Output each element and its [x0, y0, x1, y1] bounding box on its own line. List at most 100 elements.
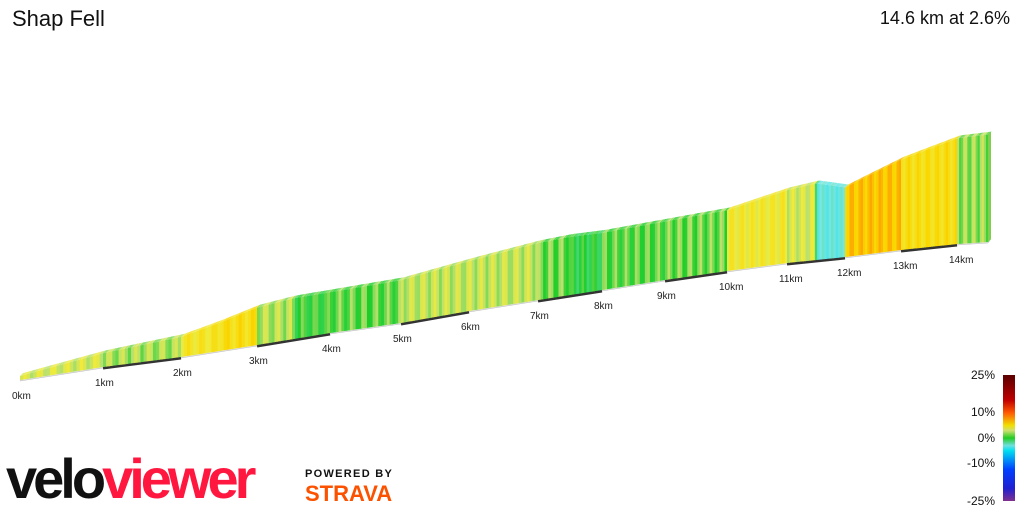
- veloviewer-logo: veloviewer: [6, 447, 256, 510]
- profile-top-surface: [223, 316, 231, 322]
- profile-top-surface: [292, 295, 299, 299]
- profile-slice: [772, 194, 776, 265]
- profile-top-surface: [521, 243, 528, 248]
- profile-slice: [538, 242, 542, 300]
- profile-slice: [232, 316, 237, 349]
- km-tick-label: 0km: [12, 391, 31, 402]
- profile-top-surface: [581, 232, 588, 236]
- profile-top-surface: [439, 265, 446, 270]
- profile-top-surface: [253, 304, 261, 309]
- profile-slice: [66, 362, 71, 373]
- profile-slice: [46, 367, 51, 376]
- profile-top-surface: [959, 134, 965, 139]
- profile-top-surface: [444, 264, 451, 268]
- profile-slice: [573, 236, 577, 295]
- profile-top-surface: [694, 212, 701, 217]
- profile-slice: [950, 140, 954, 245]
- profile-slice: [624, 228, 628, 287]
- profile-top-surface: [558, 235, 565, 240]
- km-tick-label: 3km: [249, 356, 268, 367]
- profile-slice: [707, 213, 711, 274]
- profile-top-surface: [826, 181, 833, 186]
- profile-top-surface: [422, 270, 430, 275]
- profile-slice: [967, 136, 970, 244]
- profile-top-surface: [211, 321, 219, 326]
- profile-slice: [817, 183, 821, 260]
- profile-top-surface: [59, 361, 67, 366]
- profile-slice: [672, 219, 676, 279]
- profile-top-surface: [250, 305, 258, 311]
- profile-slice: [347, 288, 351, 331]
- profile-slice: [409, 277, 413, 322]
- profile-slice: [112, 350, 117, 366]
- profile-top-surface: [488, 252, 495, 257]
- profile-slice: [372, 284, 377, 327]
- profile-slice: [981, 135, 985, 243]
- profile-top-surface: [466, 258, 473, 262]
- profile-slice: [96, 354, 101, 369]
- profile-slice: [965, 137, 968, 244]
- profile-slice: [576, 235, 580, 294]
- profile-top-surface: [268, 300, 276, 305]
- profile-slice: [684, 217, 688, 278]
- profile-top-surface: [146, 340, 154, 345]
- profile-top-surface: [220, 318, 228, 323]
- profile-slice: [229, 317, 234, 350]
- profile-slice: [482, 256, 487, 309]
- profile-slice: [826, 184, 830, 259]
- km-tick-label: 12km: [837, 268, 861, 279]
- profile-top-surface: [115, 346, 123, 351]
- profile-top-surface: [833, 182, 840, 187]
- profile-top-surface: [430, 268, 438, 272]
- profile-top-surface: [687, 214, 694, 218]
- profile-top-surface: [667, 217, 674, 222]
- profile-top-surface: [271, 300, 279, 304]
- profile-slice: [375, 284, 379, 327]
- profile-slice: [687, 217, 691, 277]
- profile-slice: [699, 214, 703, 275]
- km-tick-label: 10km: [719, 282, 743, 293]
- profile-slice: [420, 274, 424, 320]
- profile-top-surface: [86, 353, 94, 358]
- profile-top-surface: [262, 302, 270, 307]
- profile-top-surface: [639, 222, 646, 227]
- profile-top-surface: [702, 211, 709, 215]
- profile-slice: [417, 274, 421, 321]
- profile-slice: [909, 155, 913, 250]
- profile-slice: [632, 226, 636, 286]
- profile-slice: [143, 344, 148, 362]
- profile-slice: [330, 291, 334, 333]
- profile-top-surface: [283, 297, 290, 301]
- profile-top-surface: [724, 207, 731, 211]
- profile-slice: [414, 275, 418, 321]
- profile-top-surface: [344, 286, 351, 290]
- km-tick-label: 7km: [530, 311, 549, 322]
- profile-slice: [694, 215, 698, 276]
- profile-top-surface: [712, 209, 719, 214]
- profile-slice: [127, 347, 132, 364]
- km-tick-label: 6km: [461, 322, 480, 333]
- profile-top-surface: [543, 238, 550, 243]
- profile-top-surface: [69, 358, 77, 363]
- profile-top-surface: [156, 338, 163, 343]
- profile-top-surface: [819, 180, 826, 185]
- profile-top-surface: [975, 132, 982, 137]
- profile-top-surface: [244, 308, 252, 313]
- profile-top-surface: [143, 341, 151, 345]
- profile-slice: [524, 245, 528, 303]
- profile-top-surface: [504, 247, 512, 252]
- profile-slice: [265, 304, 270, 344]
- profile-slice: [779, 191, 783, 264]
- profile-slice: [639, 225, 643, 284]
- profile-slice: [318, 293, 322, 335]
- profile-slice: [499, 252, 503, 307]
- profile-slice: [586, 234, 590, 293]
- profile-slice: [791, 188, 795, 263]
- profile-slice: [874, 171, 877, 254]
- profile-top-surface: [205, 323, 212, 328]
- profile-slice: [734, 207, 738, 271]
- profile-top-surface: [46, 364, 54, 369]
- profile-slice: [433, 270, 437, 318]
- profile-top-surface: [280, 297, 287, 302]
- profile-top-surface: [474, 255, 481, 260]
